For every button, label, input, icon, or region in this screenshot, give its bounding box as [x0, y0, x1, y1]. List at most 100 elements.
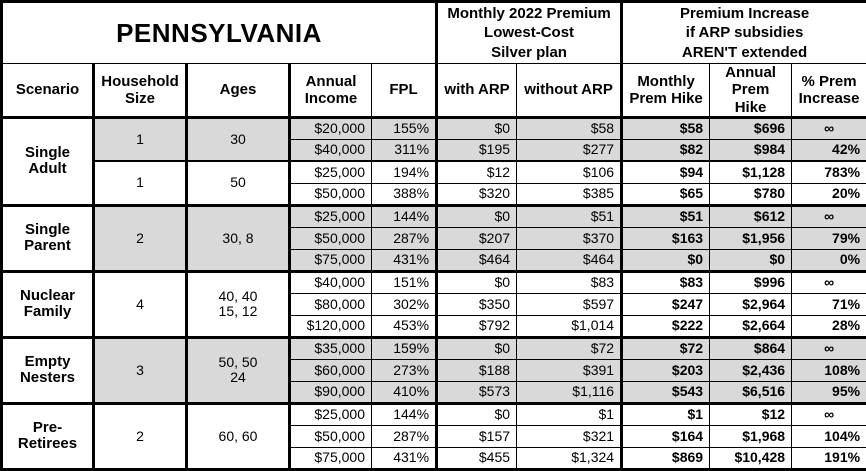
- ages-cell: 60, 60: [187, 403, 290, 469]
- annual-prem-hike-cell: $612: [710, 205, 792, 227]
- pct-prem-increase-cell: ∞: [792, 117, 866, 139]
- scenario-cell: Pre- Retirees: [2, 403, 94, 469]
- pct-prem-increase-cell: 191%: [792, 447, 866, 469]
- without-arp-premium-cell: $391: [517, 359, 622, 381]
- pct-prem-increase-cell: 0%: [792, 249, 866, 271]
- fpl-cell: 410%: [372, 381, 437, 403]
- scenario-cell: Nuclear Family: [2, 271, 94, 337]
- pct-prem-increase-cell: 71%: [792, 293, 866, 315]
- ages-cell: 30: [187, 117, 290, 161]
- annual-income-cell: $25,000: [290, 205, 372, 227]
- pct-prem-increase-cell: 104%: [792, 425, 866, 447]
- annual-prem-hike-cell: $12: [710, 403, 792, 425]
- annual-income-cell: $20,000: [290, 117, 372, 139]
- monthly-prem-hike-cell: $83: [622, 271, 710, 293]
- monthly-prem-hike-cell: $203: [622, 359, 710, 381]
- monthly-prem-hike-cell: $163: [622, 227, 710, 249]
- state-title: PENNSYLVANIA: [2, 2, 437, 64]
- without-arp-premium-cell: $58: [517, 117, 622, 139]
- monthly-prem-hike-cell: $1: [622, 403, 710, 425]
- annual-prem-hike-cell: $1,128: [710, 161, 792, 183]
- header-group-row: PENNSYLVANIA Monthly 2022 Premium Lowest…: [2, 2, 866, 64]
- monthly-prem-hike-cell: $0: [622, 249, 710, 271]
- with-arp-premium-cell: $573: [437, 381, 517, 403]
- without-arp-premium-cell: $385: [517, 183, 622, 205]
- with-arp-premium-cell: $188: [437, 359, 517, 381]
- annual-prem-hike-cell: $2,964: [710, 293, 792, 315]
- monthly-prem-hike-cell: $82: [622, 139, 710, 161]
- household-size-cell: 2: [94, 205, 187, 271]
- annual-income-cell: $35,000: [290, 337, 372, 359]
- fpl-cell: 287%: [372, 227, 437, 249]
- table-header: PENNSYLVANIA Monthly 2022 Premium Lowest…: [2, 2, 866, 118]
- annual-income-cell: $60,000: [290, 359, 372, 381]
- with-arp-premium-cell: $0: [437, 117, 517, 139]
- fpl-cell: 273%: [372, 359, 437, 381]
- pct-prem-increase-cell: ∞: [792, 271, 866, 293]
- increase-group-header: Premium Increase if ARP subsidies AREN'T…: [622, 2, 866, 64]
- col-header-scenario: Scenario: [2, 64, 94, 118]
- annual-prem-hike-cell: $864: [710, 337, 792, 359]
- household-size-cell: 2: [94, 403, 187, 469]
- fpl-cell: 311%: [372, 139, 437, 161]
- annual-income-cell: $50,000: [290, 227, 372, 249]
- fpl-cell: 287%: [372, 425, 437, 447]
- pct-prem-increase-cell: 95%: [792, 381, 866, 403]
- fpl-cell: 194%: [372, 161, 437, 183]
- annual-prem-hike-cell: $10,428: [710, 447, 792, 469]
- annual-income-cell: $40,000: [290, 271, 372, 293]
- annual-income-cell: $90,000: [290, 381, 372, 403]
- ages-cell: 30, 8: [187, 205, 290, 271]
- pct-prem-increase-cell: 42%: [792, 139, 866, 161]
- monthly-prem-hike-cell: $222: [622, 315, 710, 337]
- col-header-annual-prem-hike: Annual Prem Hike: [710, 64, 792, 118]
- with-arp-premium-cell: $0: [437, 403, 517, 425]
- annual-prem-hike-cell: $984: [710, 139, 792, 161]
- monthly-prem-hike-cell: $94: [622, 161, 710, 183]
- without-arp-premium-cell: $277: [517, 139, 622, 161]
- with-arp-premium-cell: $12: [437, 161, 517, 183]
- with-arp-premium-cell: $207: [437, 227, 517, 249]
- without-arp-premium-cell: $1,324: [517, 447, 622, 469]
- household-size-cell: 4: [94, 271, 187, 337]
- without-arp-premium-cell: $83: [517, 271, 622, 293]
- fpl-cell: 144%: [372, 205, 437, 227]
- monthly-prem-hike-cell: $869: [622, 447, 710, 469]
- annual-income-cell: $25,000: [290, 403, 372, 425]
- fpl-cell: 431%: [372, 447, 437, 469]
- pct-prem-increase-cell: 108%: [792, 359, 866, 381]
- with-arp-premium-cell: $0: [437, 205, 517, 227]
- annual-income-cell: $80,000: [290, 293, 372, 315]
- annual-income-cell: $50,000: [290, 425, 372, 447]
- fpl-cell: 144%: [372, 403, 437, 425]
- without-arp-premium-cell: $1,116: [517, 381, 622, 403]
- annual-income-cell: $40,000: [290, 139, 372, 161]
- without-arp-premium-cell: $106: [517, 161, 622, 183]
- col-header-ages: Ages: [187, 64, 290, 118]
- annual-prem-hike-cell: $6,516: [710, 381, 792, 403]
- monthly-prem-hike-cell: $72: [622, 337, 710, 359]
- with-arp-premium-cell: $157: [437, 425, 517, 447]
- scenario-cell: Empty Nesters: [2, 337, 94, 403]
- monthly-prem-hike-cell: $51: [622, 205, 710, 227]
- col-header-annual-income: Annual Income: [290, 64, 372, 118]
- monthly-prem-hike-cell: $247: [622, 293, 710, 315]
- household-size-cell: 1: [94, 117, 187, 161]
- monthly-prem-hike-cell: $543: [622, 381, 710, 403]
- household-size-cell: 1: [94, 161, 187, 205]
- ages-cell: 40, 40 15, 12: [187, 271, 290, 337]
- with-arp-premium-cell: $792: [437, 315, 517, 337]
- ages-cell: 50, 50 24: [187, 337, 290, 403]
- annual-income-cell: $75,000: [290, 249, 372, 271]
- with-arp-premium-cell: $464: [437, 249, 517, 271]
- household-size-cell: 3: [94, 337, 187, 403]
- annual-prem-hike-cell: $2,664: [710, 315, 792, 337]
- annual-prem-hike-cell: $1,956: [710, 227, 792, 249]
- pct-prem-increase-cell: 79%: [792, 227, 866, 249]
- col-header-household-size: Household Size: [94, 64, 187, 118]
